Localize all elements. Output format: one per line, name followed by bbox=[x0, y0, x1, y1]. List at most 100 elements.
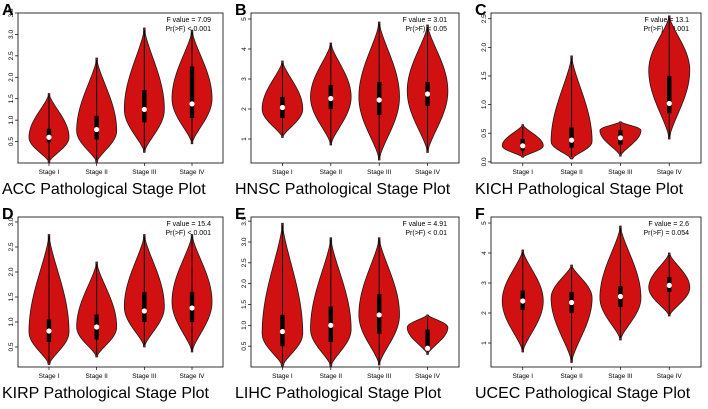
y-tick-label: 2.5 bbox=[481, 14, 488, 23]
y-tick-label: 3.5 bbox=[8, 8, 15, 17]
plot-frame bbox=[17, 216, 224, 368]
violin-stage-iv bbox=[406, 24, 449, 153]
panel-label: E bbox=[235, 206, 246, 223]
median-dot bbox=[520, 143, 526, 149]
x-tick-label: Stage III bbox=[608, 169, 632, 176]
y-tick-label: 5 bbox=[481, 221, 488, 225]
violin-stage-iv bbox=[171, 234, 213, 353]
x-tick-label: Stage III bbox=[608, 373, 632, 380]
y-tick-label: 0.0 bbox=[481, 157, 488, 166]
violin-stage-ii bbox=[76, 57, 118, 163]
y-tick-label: 0.5 bbox=[241, 341, 248, 350]
chart-panel-a: A 0.5 1.0 1.5 2.0 2.5 3.0 3.5 F value = 7.09 Pr(>… bbox=[2, 2, 224, 198]
y-tick-label: 1 bbox=[481, 341, 488, 345]
y-tick-label: 5 bbox=[241, 17, 248, 21]
panel-label: F bbox=[475, 206, 485, 223]
plot-title: KICH Pathological Stage Plot bbox=[475, 181, 684, 198]
x-tick-label: Stage III bbox=[367, 169, 391, 176]
median-dot bbox=[568, 137, 575, 143]
median-dot bbox=[666, 282, 672, 288]
y-tick-label: 1 bbox=[241, 137, 248, 141]
median-dot bbox=[46, 134, 52, 140]
violin-stage-i bbox=[261, 60, 304, 138]
violin-stage-ii bbox=[550, 264, 593, 363]
plot-frame bbox=[490, 216, 702, 368]
y-tick-label: 1.5 bbox=[8, 292, 15, 301]
y-tick-label: 2 bbox=[481, 311, 488, 315]
chart-panel-f: F 1 2 3 4 5 F value = 2.6 Pr(>F) = 0.054 Stage I… bbox=[475, 206, 702, 402]
x-tick-label: Stage I bbox=[512, 169, 533, 176]
x-tick-label: Stage I bbox=[272, 373, 293, 380]
stat-f-value: F value = 15.4 bbox=[166, 221, 211, 228]
y-tick-label: 2.5 bbox=[8, 51, 15, 60]
y-tick-label: 1.0 bbox=[241, 320, 248, 329]
stat-f-value: F value = 2.6 bbox=[648, 221, 689, 228]
y-tick-label: 0.5 bbox=[481, 128, 488, 137]
stat-f-value: F value = 13.1 bbox=[644, 17, 689, 24]
median-dot bbox=[376, 97, 382, 103]
median-dot bbox=[46, 328, 52, 334]
y-tick-label: 3.0 bbox=[8, 30, 15, 39]
median-dot bbox=[94, 126, 100, 133]
y-tick-label: 2 bbox=[241, 107, 248, 111]
stat-p-value: Pr(>F) < 0.01 bbox=[405, 230, 447, 237]
median-dot bbox=[279, 104, 286, 111]
stat-p-value: Pr(>F) = 0.054 bbox=[643, 230, 689, 237]
chart-panel-e: E 0.5 1.0 1.5 2.0 2.5 3.0 3.5 F value = 4.91 Pr(>… bbox=[235, 206, 460, 402]
plot-title: KIRP Pathological Stage Plot bbox=[2, 385, 210, 402]
median-dot bbox=[94, 324, 100, 330]
x-tick-label: Stage II bbox=[320, 169, 343, 176]
panel-label: B bbox=[235, 2, 247, 19]
plot-frame bbox=[490, 12, 702, 164]
y-tick-label: 2.0 bbox=[8, 72, 15, 81]
median-dot bbox=[424, 345, 431, 351]
y-tick-label: 2.0 bbox=[241, 279, 248, 288]
plot-frame bbox=[17, 12, 224, 164]
y-tick-label: 0.5 bbox=[8, 342, 15, 351]
x-tick-label: Stage III bbox=[132, 169, 156, 176]
y-tick-label: 3.0 bbox=[241, 237, 248, 246]
y-tick-label: 3 bbox=[481, 281, 488, 285]
y-tick-label: 2.0 bbox=[481, 42, 488, 51]
violin-stage-i bbox=[28, 93, 70, 163]
violin-stage-i bbox=[28, 234, 70, 365]
stat-p-value: Pr(>F) < 0.001 bbox=[165, 26, 211, 33]
panel-label: A bbox=[2, 2, 14, 19]
x-tick-label: Stage IV bbox=[657, 169, 683, 176]
violin-stage-ii bbox=[550, 55, 593, 160]
x-tick-label: Stage III bbox=[367, 373, 391, 380]
violin-stage-ii bbox=[76, 261, 118, 358]
x-tick-label: Stage I bbox=[39, 169, 60, 176]
x-tick-label: Stage II bbox=[85, 169, 108, 176]
violin-stage-i bbox=[501, 124, 544, 158]
x-tick-label: Stage I bbox=[272, 169, 293, 176]
violin-stage-iii bbox=[358, 21, 400, 161]
violin-stage-iv bbox=[648, 15, 691, 140]
x-tick-label: Stage II bbox=[320, 373, 343, 380]
median-dot bbox=[424, 91, 431, 97]
y-tick-label: 3 bbox=[241, 77, 248, 81]
median-dot bbox=[520, 298, 526, 304]
x-tick-label: Stage IV bbox=[415, 373, 441, 380]
panel-label: C bbox=[475, 2, 487, 19]
median-dot bbox=[376, 312, 382, 318]
violin-stage-iii bbox=[123, 234, 165, 348]
median-dot bbox=[617, 135, 624, 141]
y-tick-label: 4 bbox=[481, 251, 488, 255]
x-tick-label: Stage II bbox=[560, 373, 583, 380]
violin-stage-iii bbox=[358, 237, 400, 366]
plot-title: LIHC Pathological Stage Plot bbox=[235, 385, 442, 402]
violin-stage-i bbox=[501, 249, 544, 353]
violin-stage-i bbox=[261, 222, 304, 367]
iqr-box bbox=[142, 292, 147, 322]
median-dot bbox=[189, 101, 195, 107]
y-tick-label: 2.5 bbox=[241, 258, 248, 267]
y-tick-label: 3.0 bbox=[8, 217, 15, 226]
plot-title: UCEC Pathological Stage Plot bbox=[475, 385, 691, 402]
y-tick-label: 4 bbox=[241, 47, 248, 51]
y-tick-label: 1.0 bbox=[8, 115, 15, 124]
iqr-box bbox=[667, 75, 672, 114]
y-tick-label: 1.5 bbox=[8, 94, 15, 103]
stat-f-value: F value = 3.01 bbox=[402, 17, 447, 24]
